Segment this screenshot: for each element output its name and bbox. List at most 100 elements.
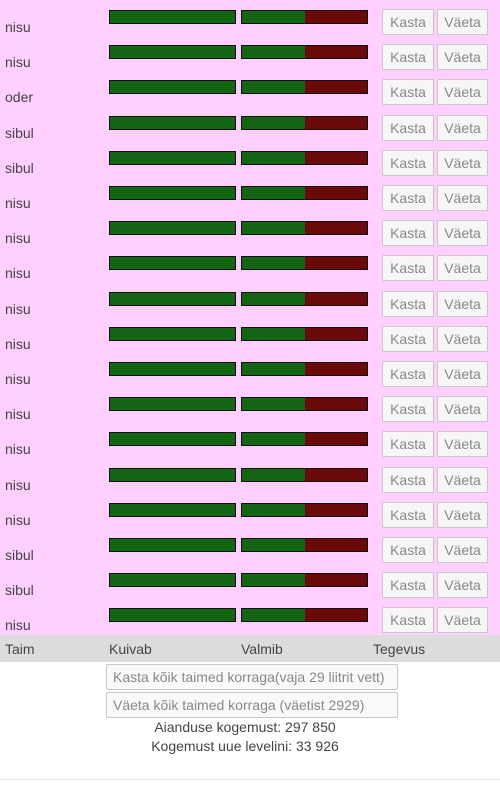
ready-progress-bar bbox=[241, 397, 368, 412]
water-button[interactable]: Kasta bbox=[382, 361, 434, 387]
ready-progress-bar bbox=[241, 256, 368, 271]
plant-name: nisu bbox=[5, 371, 31, 387]
next-level-text: Kogemust uue levelini: 33 926 bbox=[151, 738, 339, 754]
fertilize-button[interactable]: Väeta bbox=[437, 220, 488, 247]
water-button[interactable]: Kasta bbox=[382, 220, 434, 247]
ready-progress-bar bbox=[241, 432, 368, 447]
ready-progress-fill bbox=[242, 11, 305, 23]
plant-name: nisu bbox=[5, 54, 31, 71]
dry-progress-bar bbox=[109, 10, 236, 24]
fertilize-button[interactable]: Väeta bbox=[437, 537, 488, 563]
column-actions: Tegevus bbox=[373, 641, 426, 657]
fertilize-button[interactable]: Väeta bbox=[437, 501, 488, 528]
water-button[interactable]: Kasta bbox=[382, 396, 434, 423]
water-button[interactable]: Kasta bbox=[382, 325, 434, 352]
ready-progress-fill bbox=[242, 81, 305, 94]
water-button[interactable]: Kasta bbox=[382, 290, 434, 317]
plant-row: nisu Kasta Väeta bbox=[0, 9, 500, 44]
plant-row: nisu Kasta Väeta bbox=[0, 396, 500, 431]
dry-progress-bar bbox=[109, 291, 236, 306]
ready-progress-fill bbox=[242, 503, 305, 516]
water-all-button[interactable]: Kasta kõik taimed korraga(vaja 29 liitri… bbox=[106, 664, 398, 690]
plant-row: nisu Kasta Väeta bbox=[0, 325, 500, 361]
plant-row: oder Kasta Väeta bbox=[0, 79, 500, 114]
water-button[interactable]: Kasta bbox=[382, 44, 434, 71]
water-button[interactable]: Kasta bbox=[382, 9, 434, 35]
water-button[interactable]: Kasta bbox=[382, 114, 434, 141]
fertilize-button[interactable]: Väeta bbox=[437, 185, 488, 211]
water-button[interactable]: Kasta bbox=[382, 79, 434, 106]
plant-name: nisu bbox=[5, 195, 31, 211]
fertilize-button[interactable]: Väeta bbox=[437, 466, 488, 493]
fertilize-button[interactable]: Väeta bbox=[437, 290, 488, 317]
fertilize-all-button[interactable]: Väeta kõik taimed korraga (väetist 2929) bbox=[106, 692, 398, 718]
fertilize-button[interactable]: Väeta bbox=[437, 114, 488, 141]
fertilize-button[interactable]: Väeta bbox=[437, 255, 488, 282]
dry-progress-bar bbox=[109, 502, 236, 517]
ready-progress-fill bbox=[242, 468, 305, 481]
fertilize-button[interactable]: Väeta bbox=[437, 431, 488, 458]
plant-name: nisu bbox=[5, 617, 31, 634]
dry-progress-bar bbox=[109, 432, 236, 447]
dry-progress-bar bbox=[109, 256, 236, 271]
plant-name: nisu bbox=[5, 335, 31, 352]
dry-progress-bar bbox=[109, 467, 236, 482]
plant-name: sibul bbox=[5, 582, 34, 599]
water-button[interactable]: Kasta bbox=[382, 466, 434, 493]
dry-progress-bar bbox=[109, 608, 236, 623]
ready-progress-bar bbox=[241, 221, 368, 236]
fertilize-button[interactable]: Väeta bbox=[437, 572, 488, 599]
ready-progress-bar bbox=[241, 291, 368, 306]
water-button[interactable]: Kasta bbox=[382, 501, 434, 528]
experience-text: Aianduse kogemust: 297 850 bbox=[154, 719, 336, 735]
ready-progress-bar bbox=[241, 45, 368, 60]
dry-progress-bar bbox=[109, 45, 236, 60]
divider bbox=[0, 779, 500, 780]
plant-name: nisu bbox=[5, 511, 31, 528]
fertilize-button[interactable]: Väeta bbox=[437, 149, 488, 176]
water-button[interactable]: Kasta bbox=[382, 537, 434, 563]
plant-row: nisu Kasta Väeta bbox=[0, 290, 500, 326]
ready-progress-fill bbox=[242, 327, 305, 340]
ready-progress-bar bbox=[241, 538, 368, 552]
ready-progress-bar bbox=[241, 150, 368, 165]
dry-progress-bar bbox=[109, 80, 236, 95]
plant-name: nisu bbox=[5, 265, 31, 282]
plant-row: nisu Kasta Väeta bbox=[0, 44, 500, 79]
water-button[interactable]: Kasta bbox=[382, 255, 434, 282]
water-button[interactable]: Kasta bbox=[382, 185, 434, 211]
fertilize-button[interactable]: Väeta bbox=[437, 325, 488, 352]
plant-list: nisu Kasta Väeta nisu Kasta Väeta oder Kasta Väe… bbox=[0, 0, 500, 635]
dry-progress-bar bbox=[109, 115, 236, 130]
plant-row: nisu Kasta Väeta bbox=[0, 255, 500, 290]
plant-name: sibul bbox=[5, 159, 34, 176]
water-button[interactable]: Kasta bbox=[382, 607, 434, 634]
ready-progress-bar bbox=[241, 573, 368, 588]
ready-progress-fill bbox=[242, 257, 305, 270]
plant-row: nisu Kasta Väeta bbox=[0, 607, 500, 642]
water-button[interactable]: Kasta bbox=[382, 431, 434, 458]
ready-progress-fill bbox=[242, 433, 305, 446]
water-button[interactable]: Kasta bbox=[382, 572, 434, 599]
plant-name: oder bbox=[5, 89, 34, 106]
dry-progress-bar bbox=[109, 326, 236, 341]
plant-row: nisu Kasta Väeta bbox=[0, 361, 500, 396]
dry-progress-bar bbox=[109, 397, 236, 412]
plant-name: sibul bbox=[5, 124, 34, 141]
fertilize-button[interactable]: Väeta bbox=[437, 79, 488, 106]
fertilize-button[interactable]: Väeta bbox=[437, 396, 488, 423]
ready-progress-fill bbox=[242, 151, 305, 164]
fertilize-button[interactable]: Väeta bbox=[437, 361, 488, 387]
ready-progress-bar bbox=[241, 10, 368, 24]
fertilize-button[interactable]: Väeta bbox=[437, 607, 488, 634]
column-dries: Kuivab bbox=[109, 641, 152, 657]
plant-row: nisu Kasta Väeta bbox=[0, 185, 500, 220]
fertilize-button[interactable]: Väeta bbox=[437, 44, 488, 71]
water-button[interactable]: Kasta bbox=[382, 149, 434, 176]
dry-progress-bar bbox=[109, 573, 236, 588]
ready-progress-fill bbox=[242, 363, 305, 375]
ready-progress-bar bbox=[241, 502, 368, 517]
ready-progress-fill bbox=[242, 116, 305, 129]
fertilize-button[interactable]: Väeta bbox=[437, 9, 488, 35]
plant-row: sibul Kasta Väeta bbox=[0, 572, 500, 607]
